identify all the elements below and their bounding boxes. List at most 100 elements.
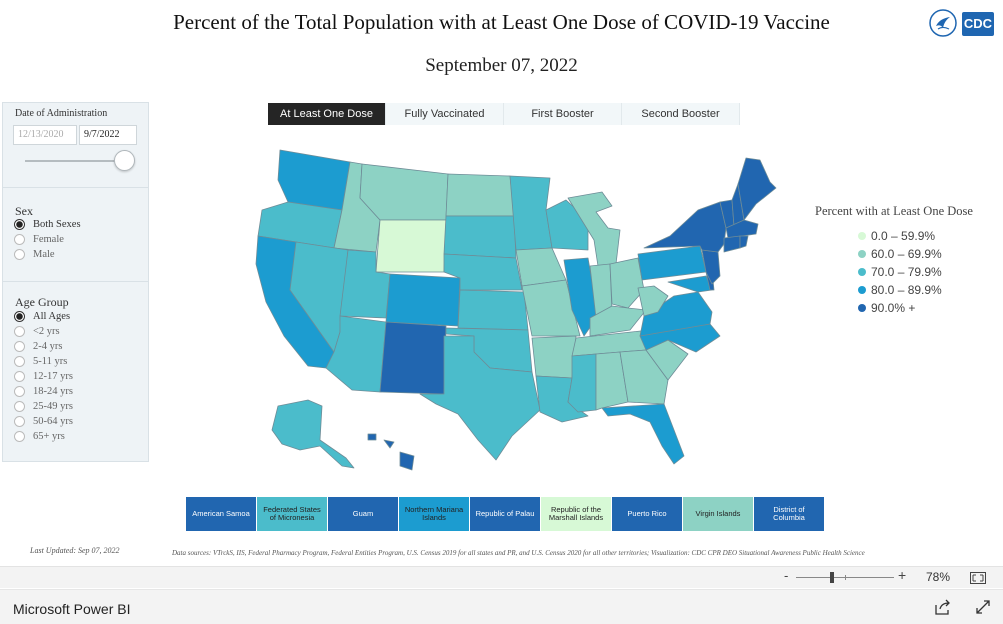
metric-tabs: At Least One Dose Fully Vaccinated First… [268, 103, 740, 125]
territory-marshall-islands[interactable]: Republic of the Marshall Islands [541, 497, 612, 531]
state-new-york[interactable] [643, 201, 727, 253]
legend-swatch [858, 250, 866, 258]
date-slider-handle[interactable] [114, 150, 135, 171]
age-option-2-4[interactable]: 2-4 yrs [14, 341, 62, 352]
divider [3, 187, 148, 188]
state-rhode-island[interactable] [739, 235, 749, 249]
state-washington[interactable] [277, 149, 351, 211]
zoom-slider-handle[interactable] [830, 572, 834, 583]
zoom-out-button[interactable]: - [784, 568, 789, 583]
state-north-dakota[interactable] [445, 173, 515, 217]
tab-second-booster[interactable]: Second Booster [622, 103, 740, 125]
state-south-dakota[interactable] [443, 215, 517, 259]
radio-button[interactable] [14, 356, 25, 367]
hhs-eagle-icon [929, 9, 957, 37]
zoom-bar: - + 78% [0, 566, 1003, 588]
state-kansas[interactable] [457, 289, 529, 331]
state-ohio[interactable] [609, 257, 645, 309]
last-updated: Last Updated: Sep 07, 2022 [30, 546, 120, 555]
territory-virgin-islands[interactable]: Virgin Islands [683, 497, 754, 531]
share-icon[interactable] [934, 599, 952, 615]
date-end-input[interactable]: 9/7/2022 [79, 125, 137, 145]
tab-first-booster[interactable]: First Booster [504, 103, 622, 125]
state-georgia[interactable] [619, 349, 669, 405]
state-hawaii-maui[interactable] [383, 439, 395, 449]
tab-fully-vaccinated[interactable]: Fully Vaccinated [386, 103, 504, 125]
state-michigan[interactable] [567, 191, 621, 267]
state-new-mexico[interactable] [379, 321, 447, 395]
territory-northern-mariana[interactable]: Northern Mariana Islands [399, 497, 470, 531]
zoom-slider-tick [845, 575, 846, 580]
report-date: September 07, 2022 [425, 55, 578, 76]
state-virginia[interactable] [639, 291, 713, 337]
radio-button[interactable] [14, 326, 25, 337]
legend-item: 60.0 – 69.9% [815, 247, 995, 261]
state-alaska[interactable] [271, 399, 355, 469]
divider [3, 281, 148, 282]
sex-option-male[interactable]: Male [14, 249, 55, 260]
us-choropleth-map[interactable] [250, 140, 795, 480]
radio-button[interactable] [14, 401, 25, 412]
zoom-in-button[interactable]: + [898, 567, 907, 583]
radio-button[interactable] [14, 249, 25, 260]
radio-button[interactable] [14, 219, 25, 230]
radio-button[interactable] [14, 386, 25, 397]
date-start-input[interactable]: 12/13/2020 [13, 125, 77, 145]
radio-button[interactable] [14, 416, 25, 427]
state-montana[interactable] [359, 163, 449, 221]
territory-micronesia[interactable]: Federated States of Micronesia [257, 497, 328, 531]
state-missouri[interactable] [521, 279, 581, 337]
state-hawaii-big-island[interactable] [399, 451, 415, 471]
powerbi-link[interactable]: Microsoft Power BI [13, 601, 131, 617]
legend-swatch [858, 268, 866, 276]
territory-district-of-columbia[interactable]: District of Columbia [754, 497, 825, 531]
state-pennsylvania[interactable] [637, 245, 707, 281]
territory-american-samoa[interactable]: American Samoa [186, 497, 257, 531]
state-texas[interactable] [419, 335, 541, 461]
state-wyoming[interactable] [375, 219, 447, 273]
legend-swatch [858, 232, 866, 240]
radio-button[interactable] [14, 311, 25, 322]
sex-option-female[interactable]: Female [14, 234, 64, 245]
age-option-65plus[interactable]: 65+ yrs [14, 431, 65, 442]
date-slider-track[interactable] [25, 160, 125, 162]
tab-at-least-one-dose[interactable]: At Least One Dose [268, 103, 386, 125]
radio-button[interactable] [14, 371, 25, 382]
age-option-25-49[interactable]: 25-49 yrs [14, 401, 73, 412]
age-option-under2[interactable]: <2 yrs [14, 326, 60, 337]
age-option-50-64[interactable]: 50-64 yrs [14, 416, 73, 427]
state-iowa[interactable] [515, 247, 567, 287]
legend-item: 80.0 – 89.9% [815, 283, 995, 297]
legend-swatch [858, 304, 866, 312]
territory-guam[interactable]: Guam [328, 497, 399, 531]
age-option-12-17[interactable]: 12-17 yrs [14, 371, 73, 382]
territory-tiles: American Samoa Federated States of Micro… [186, 497, 825, 531]
state-florida[interactable] [601, 403, 685, 465]
territory-palau[interactable]: Republic of Palau [470, 497, 541, 531]
state-colorado[interactable] [385, 273, 461, 327]
age-option-5-11[interactable]: 5-11 yrs [14, 356, 67, 367]
state-minnesota[interactable] [509, 175, 553, 251]
legend-item: 90.0% + [815, 301, 995, 315]
state-massachusetts[interactable] [725, 219, 759, 239]
territory-puerto-rico[interactable]: Puerto Rico [612, 497, 683, 531]
state-connecticut[interactable] [723, 235, 741, 253]
radio-button[interactable] [14, 341, 25, 352]
state-maine[interactable] [737, 157, 777, 221]
state-arkansas[interactable] [531, 335, 577, 379]
expand-icon[interactable] [975, 599, 991, 615]
powerbi-footer: Microsoft Power BI [0, 589, 1003, 624]
state-alabama[interactable] [595, 351, 629, 411]
fit-to-page-icon[interactable] [970, 572, 986, 584]
radio-button[interactable] [14, 431, 25, 442]
sex-option-both[interactable]: Both Sexes [14, 219, 81, 230]
radio-button[interactable] [14, 234, 25, 245]
state-mississippi[interactable] [567, 353, 597, 413]
page-title: Percent of the Total Population with at … [173, 10, 830, 34]
map-legend: Percent with at Least One Dose 0.0 – 59.… [815, 204, 995, 319]
age-option-all[interactable]: All Ages [14, 311, 70, 322]
state-hawaii-oahu[interactable] [367, 433, 377, 441]
state-west-virginia[interactable] [637, 285, 669, 317]
age-option-18-24[interactable]: 18-24 yrs [14, 386, 73, 397]
state-maryland[interactable] [667, 275, 713, 293]
